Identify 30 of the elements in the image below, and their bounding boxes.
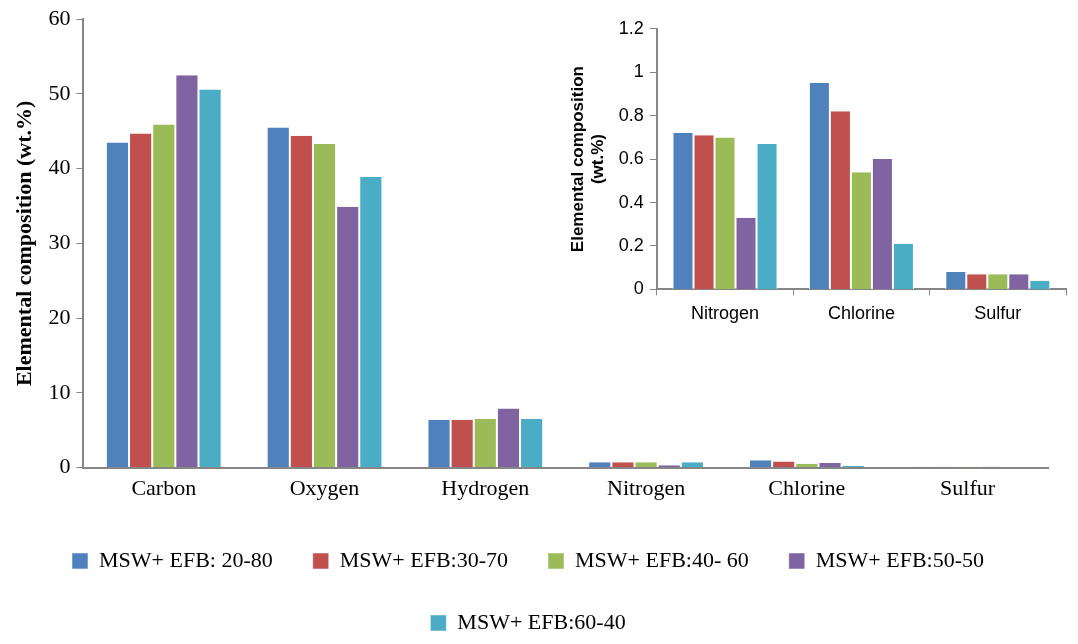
x-tick-label: Chlorine (768, 474, 846, 500)
x-tick-label: Sulfur (974, 303, 1022, 324)
y-axis-title: Elemental composition (wt.%) (567, 66, 608, 253)
y-tick-label: 1 (633, 61, 644, 82)
y-tick-label: 1.2 (618, 17, 644, 38)
legend-label: MSW+ EFB: 20-80 (98, 546, 273, 572)
y-tick-label: 40 (48, 154, 71, 180)
legend-label: MSW+ EFB:60-40 (457, 608, 626, 634)
x-tick-label: Sulfur (940, 474, 996, 500)
y-tick-label: 10 (48, 378, 71, 404)
y-tick-label: 0.8 (618, 104, 644, 125)
legend-label: MSW+ EFB:40- 60 (575, 546, 749, 572)
x-tick-label: Carbon (131, 474, 197, 500)
y-tick-label: 0 (59, 453, 71, 479)
legend-label: MSW+ EFB:50-50 (815, 546, 985, 572)
y-tick-label: 20 (48, 303, 71, 329)
y-tick-label: 0 (633, 278, 644, 299)
y-axis-title: Elemental composition (wt.%) (10, 100, 36, 387)
y-tick-label: 50 (48, 79, 71, 105)
x-tick-label: Nitrogen (606, 474, 686, 500)
y-tick-label: 30 (48, 229, 71, 255)
y-tick-label: 0.6 (618, 148, 644, 169)
y-tick-label: 0.2 (618, 234, 644, 255)
y-tick-label: 60 (48, 4, 71, 30)
x-tick-label: Chlorine (827, 303, 895, 324)
x-tick-label: Oxygen (289, 474, 360, 500)
x-tick-label: Nitrogen (691, 303, 760, 324)
x-tick-label: Hydrogen (441, 474, 530, 500)
legend-label: MSW+ EFB:30-70 (339, 546, 509, 572)
y-tick-label: 0.4 (618, 191, 644, 212)
